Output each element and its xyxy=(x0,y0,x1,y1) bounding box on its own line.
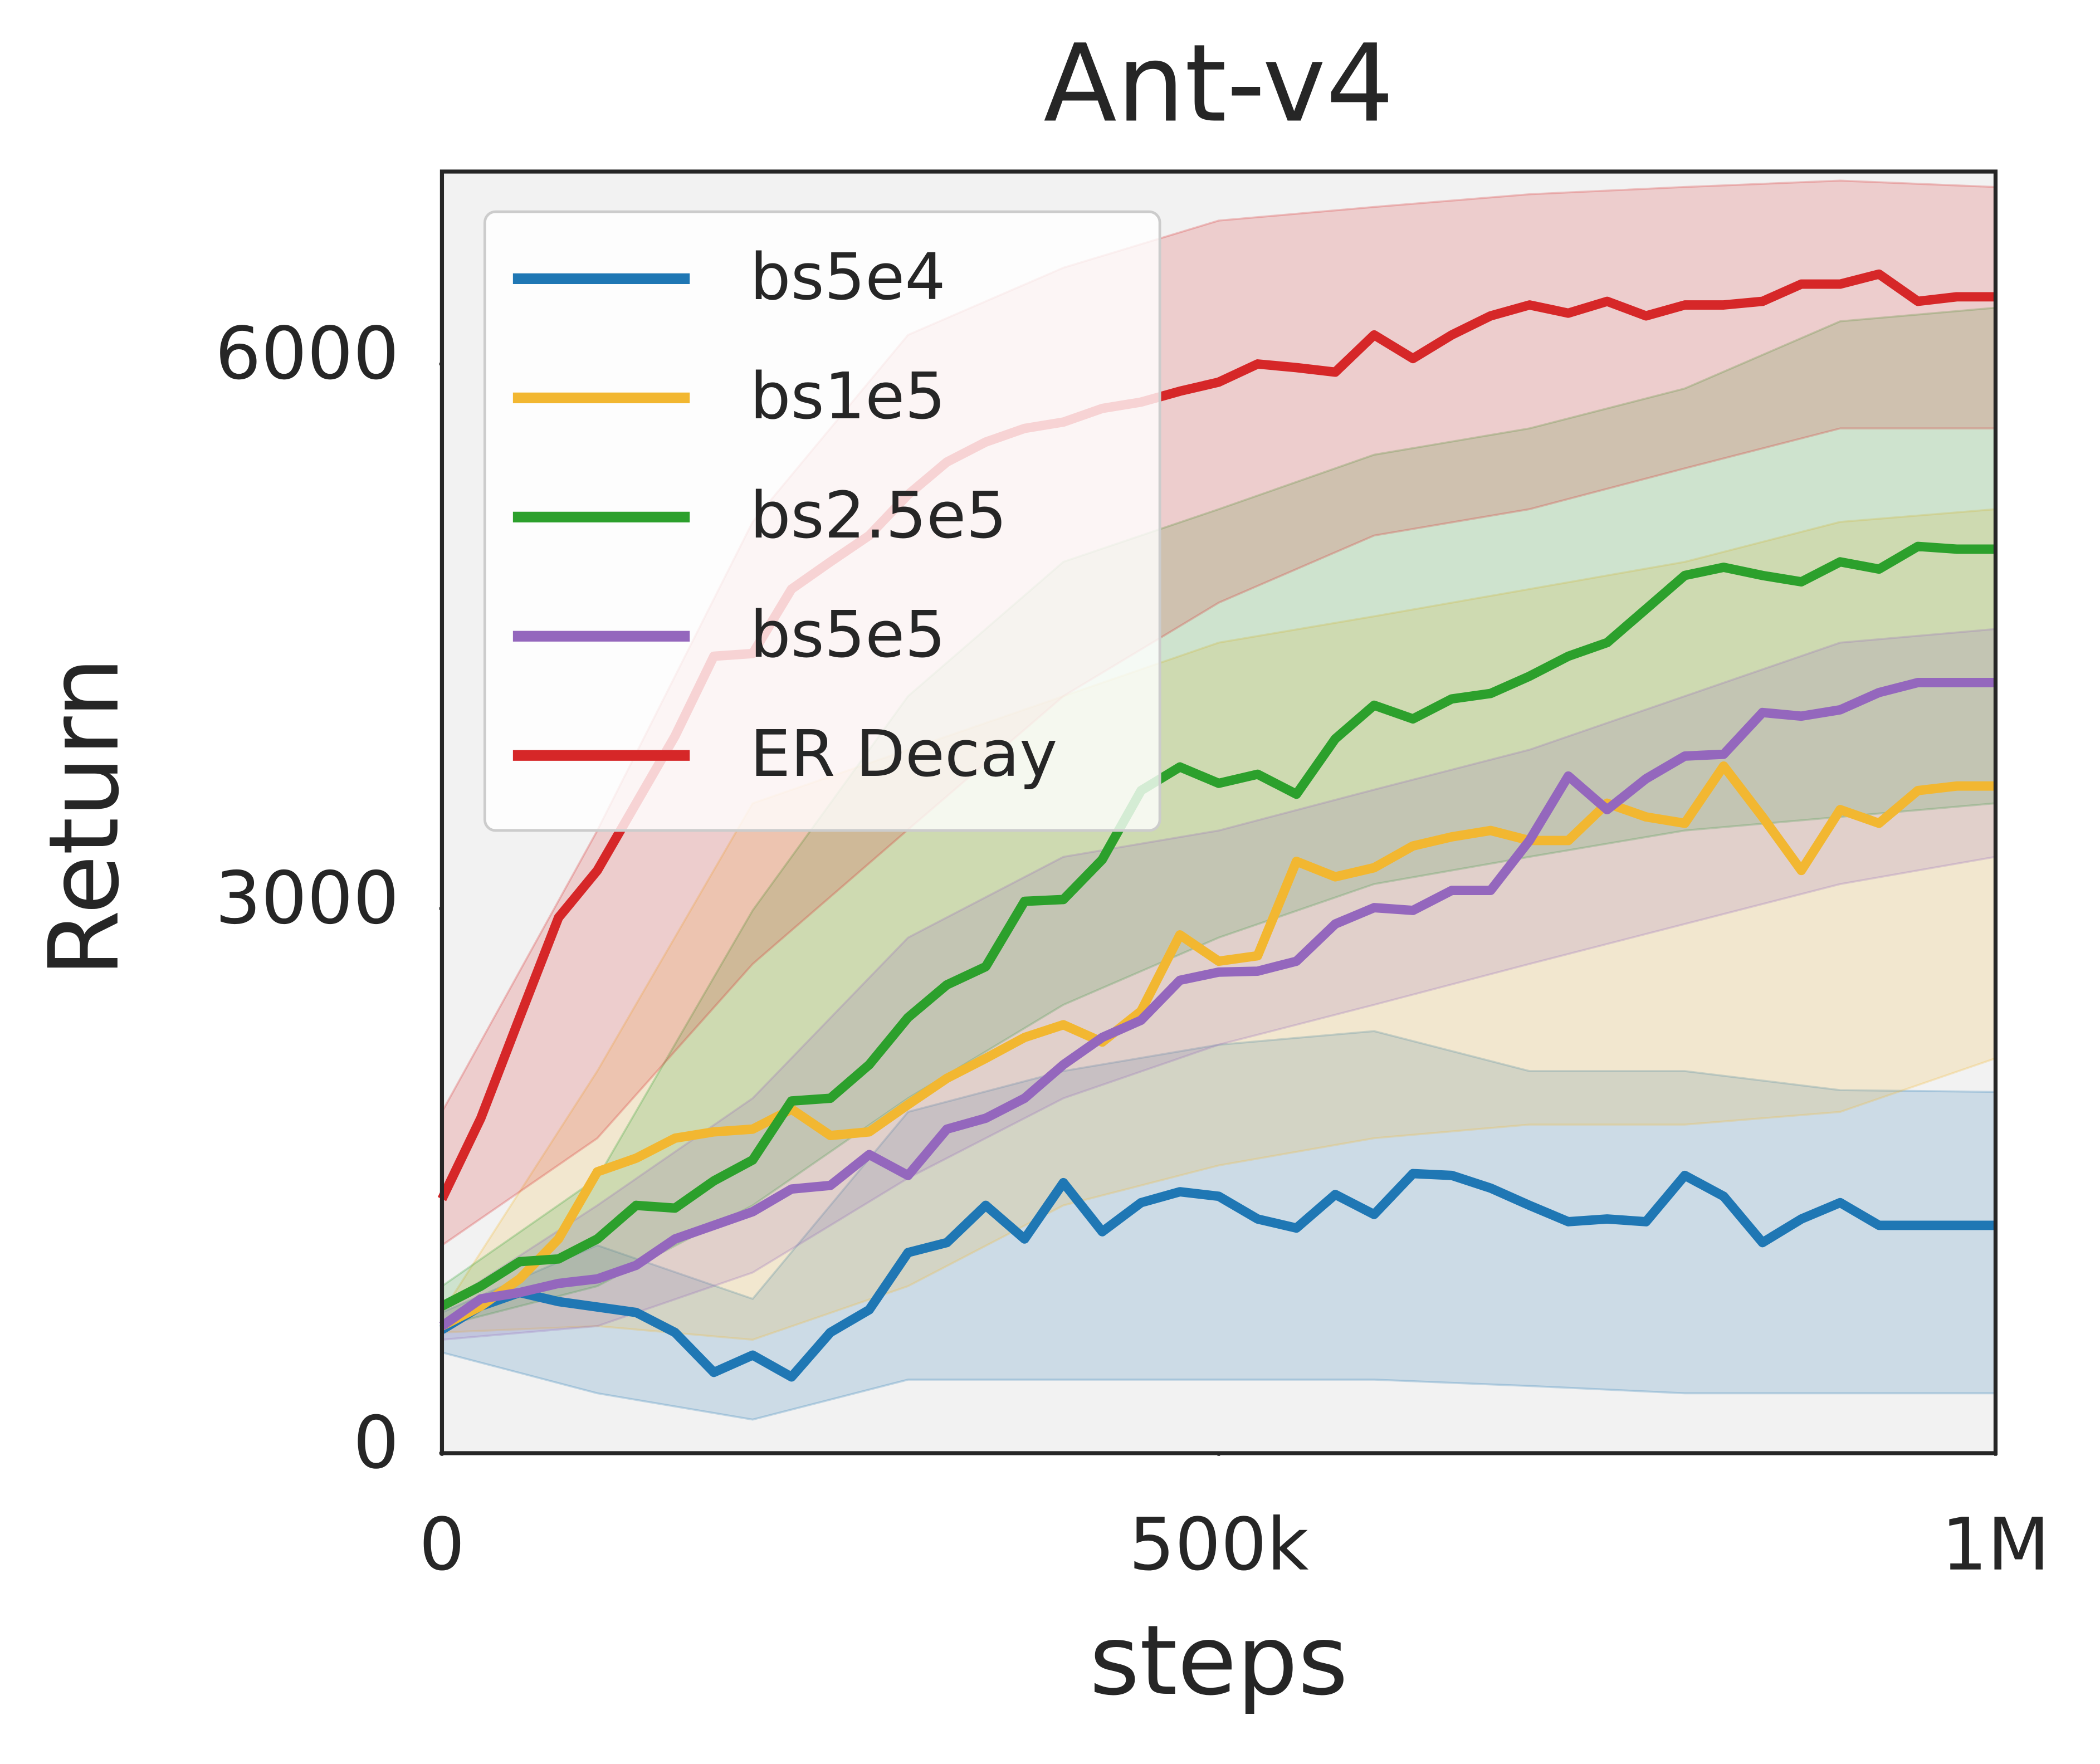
axes: 0 500k 1M 0 3000 6000 xyxy=(215,311,2050,1586)
series-line xyxy=(439,761,1996,1331)
series-line xyxy=(439,1169,1996,1382)
x-tick-label: 1M xyxy=(1941,1502,2050,1587)
legend-label: bs5e4 xyxy=(750,240,945,315)
legend: bs5e4 bs1e5 bs2.5e5 bs5e5 ER Decay xyxy=(483,210,1161,832)
lines xyxy=(437,269,1996,1382)
legend-label: ER Decay xyxy=(750,717,1057,791)
series-line xyxy=(439,541,1996,1311)
legend-box xyxy=(483,210,1161,832)
y-tick-label: 3000 xyxy=(215,856,399,940)
x-axis-label: steps xyxy=(1090,1604,1349,1717)
y-tick-label: 0 xyxy=(353,1400,399,1485)
y-tick-label: 6000 xyxy=(215,311,399,395)
legend-label: bs5e5 xyxy=(750,598,945,672)
legend-label: bs1e5 xyxy=(750,359,945,434)
legend-label: bs2.5e5 xyxy=(750,478,1007,553)
series-line xyxy=(439,678,1996,1330)
chart-title: Ant-v4 xyxy=(1043,21,1394,146)
x-tick-label: 0 xyxy=(419,1502,465,1587)
x-tick-label: 500k xyxy=(1129,1502,1308,1587)
y-axis-label: Return xyxy=(28,657,140,977)
